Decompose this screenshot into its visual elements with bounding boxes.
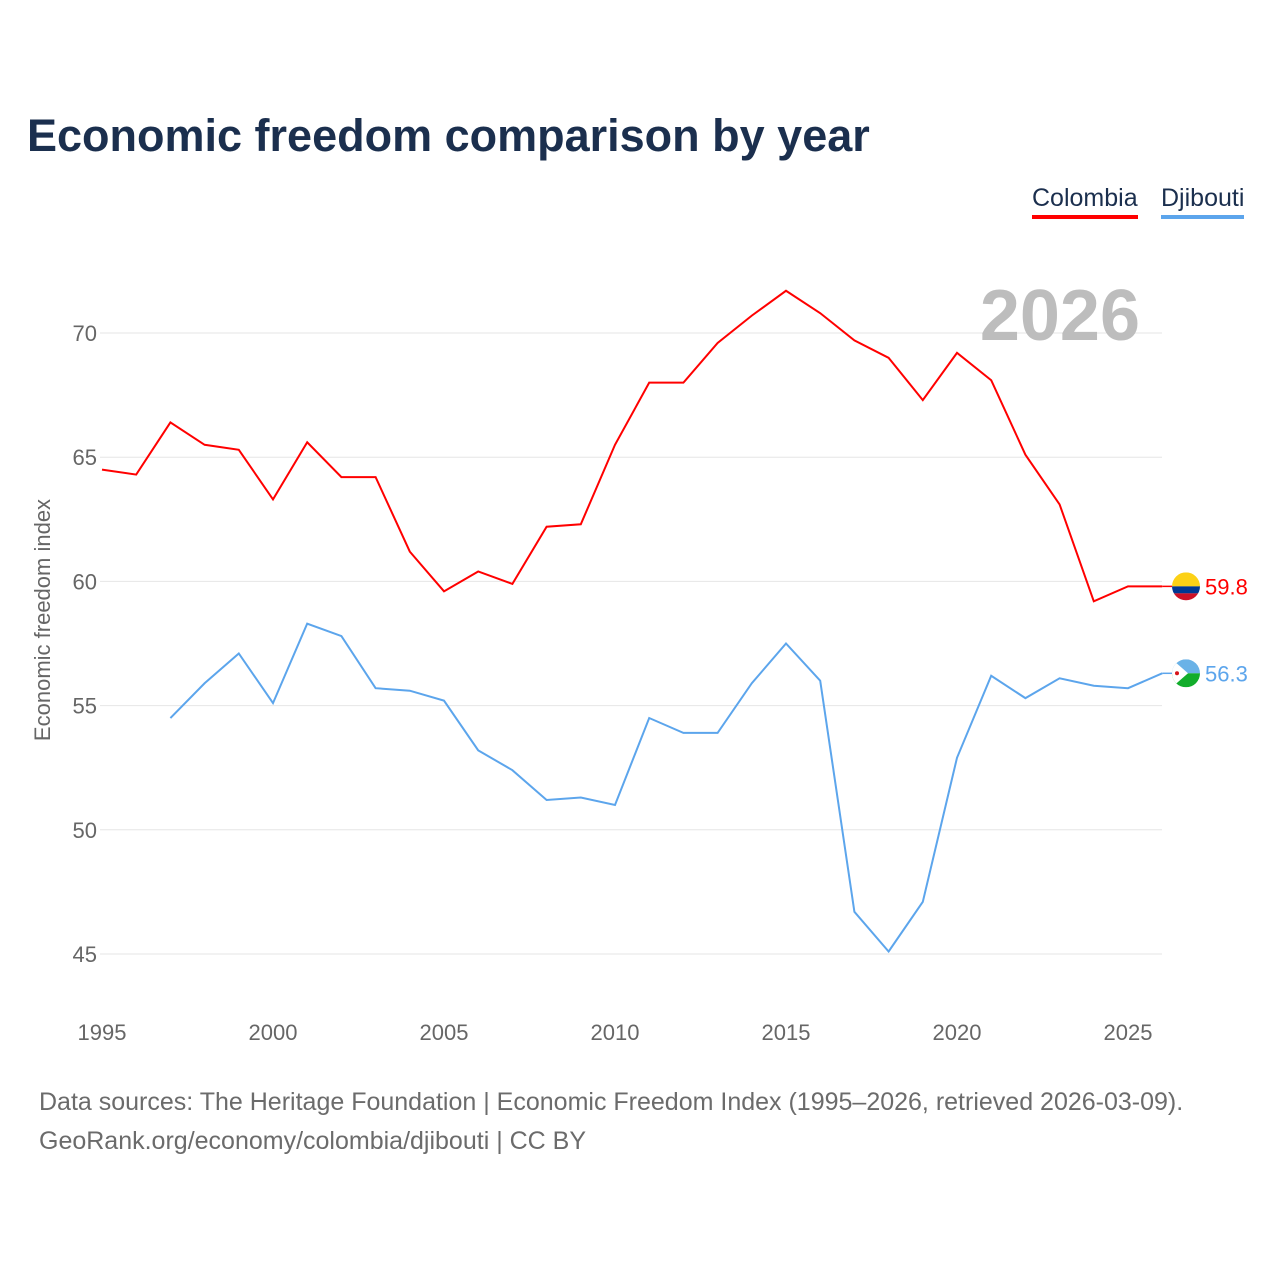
flag-icon-colombia — [1172, 572, 1200, 601]
x-tick-label: 2010 — [591, 1020, 640, 1045]
y-axis-label: Economic freedom index — [30, 499, 55, 741]
footer-sources: Data sources: The Heritage Foundation | … — [39, 1088, 1184, 1116]
x-tick-label: 2000 — [249, 1020, 298, 1045]
y-tick-label: 70 — [73, 321, 97, 346]
legend-djibouti[interactable]: Djibouti — [1161, 184, 1245, 219]
flag-yellow — [1172, 572, 1200, 587]
x-tick-label: 2025 — [1104, 1020, 1153, 1045]
y-tick-label: 50 — [73, 818, 97, 843]
flag-body — [1172, 572, 1200, 601]
x-tick-label: 2005 — [420, 1020, 469, 1045]
y-tick-label: 65 — [73, 445, 97, 470]
flag-star — [1175, 671, 1179, 676]
flag-triangle — [1172, 659, 1188, 688]
chart-title: Economic freedom comparison by year — [27, 110, 870, 161]
flag-icon-djibouti — [1172, 659, 1200, 688]
end-value-label-djibouti: 56.3 — [1205, 661, 1248, 686]
flag-body — [1172, 659, 1200, 688]
x-tick-label: 1995 — [78, 1020, 127, 1045]
legend-colombia[interactable]: Colombia — [1032, 184, 1138, 219]
flag-red — [1172, 593, 1200, 601]
end-value-label-colombia: 59.8 — [1205, 574, 1248, 599]
flag-blue — [1172, 586, 1200, 594]
footer-link[interactable]: GeoRank.org/economy/colombia/djibouti | … — [39, 1127, 587, 1155]
series-line-djibouti — [169, 622, 1163, 954]
y-tick-label: 60 — [73, 569, 97, 594]
y-tick-label: 45 — [73, 942, 97, 967]
year-watermark: 2026 — [980, 276, 1140, 356]
x-tick-label: 2015 — [762, 1020, 811, 1045]
series-line-colombia — [101, 289, 1163, 603]
y-tick-label: 55 — [73, 694, 97, 719]
x-tick-label: 2020 — [933, 1020, 982, 1045]
